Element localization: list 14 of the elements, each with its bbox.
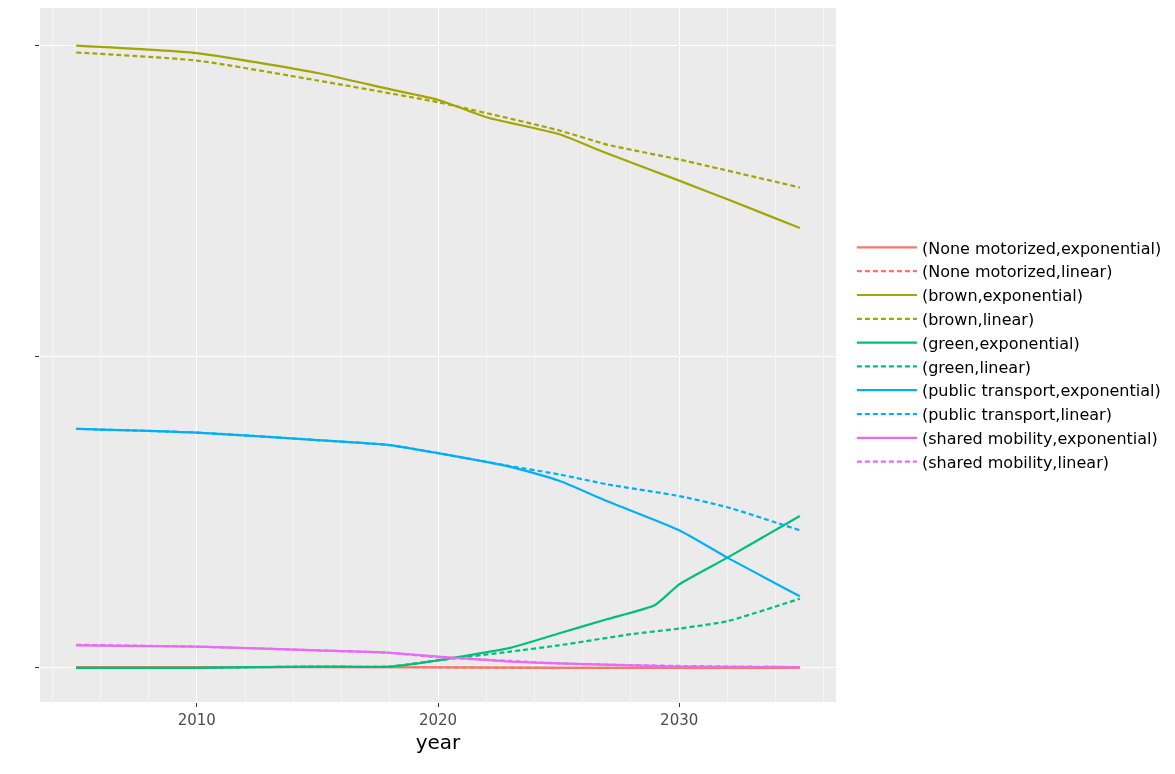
x-tick-label: 2010 xyxy=(177,711,216,729)
legend-label: (None motorized,linear) xyxy=(921,262,1113,282)
legend-label: (brown,linear) xyxy=(921,310,1035,330)
legend-label: (None motorized,exponential) xyxy=(921,238,1162,258)
legend-label: (brown,exponential) xyxy=(921,286,1083,306)
legend-label: (public transport,exponential) xyxy=(921,381,1161,401)
legend-label: (shared mobility,exponential) xyxy=(921,429,1158,449)
legend-label: (green,exponential) xyxy=(921,333,1080,353)
legend-label: (green,linear) xyxy=(921,357,1031,377)
x-axis-title: year xyxy=(415,729,462,754)
x-tick-label: 2020 xyxy=(418,711,458,729)
x-tick-label: 2030 xyxy=(660,711,699,729)
legend-label: (public transport,linear) xyxy=(921,405,1112,425)
legend-label: (shared mobility,linear) xyxy=(921,452,1109,472)
